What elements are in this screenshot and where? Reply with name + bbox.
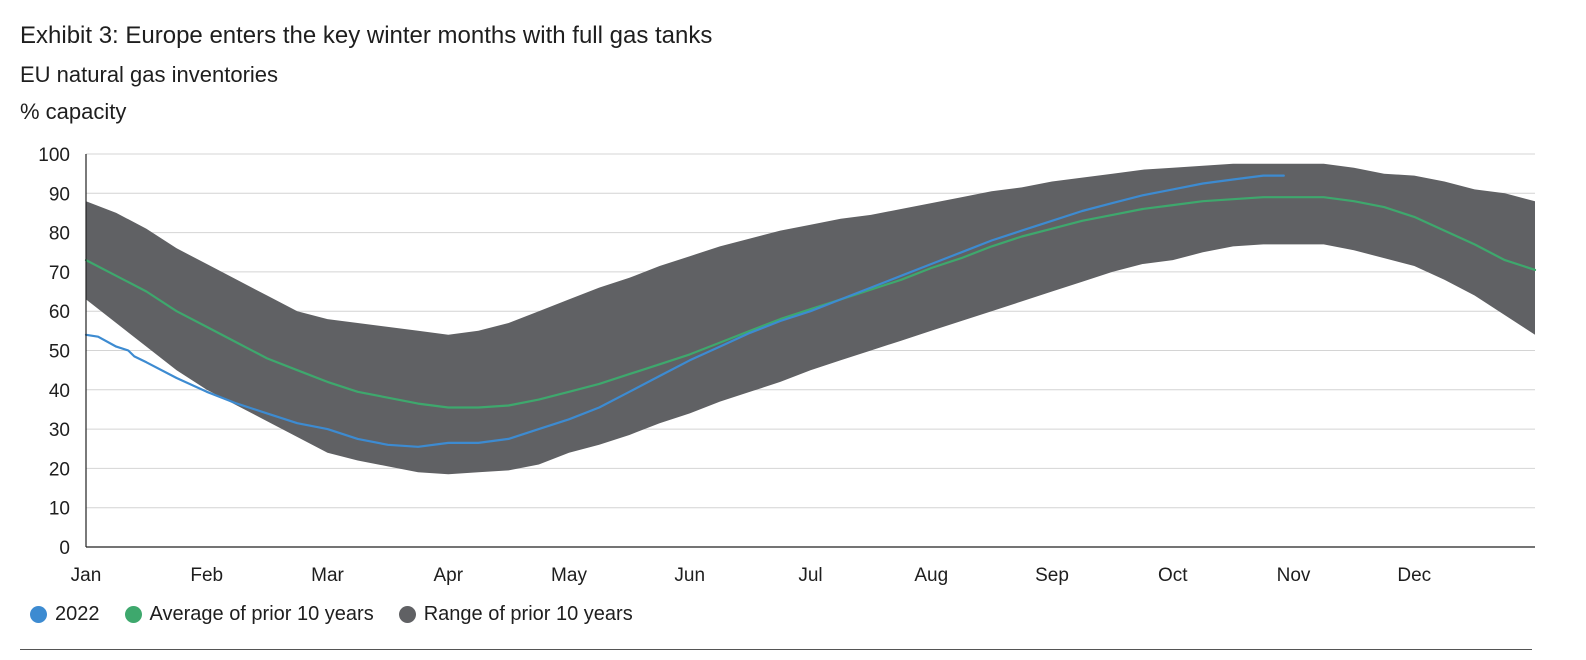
y-tick-label-80: 80 [49, 224, 70, 245]
series-line-2022 [84, 174, 1285, 448]
legend-swatch-2022 [30, 605, 47, 623]
y-tick-label-30: 30 [49, 420, 70, 441]
legend-label-average: Average of prior 10 years [149, 603, 374, 625]
y-tick-label-50: 50 [49, 342, 70, 363]
x-tick-labels: Jan Feb Mar Apr May Jun Jul Aug Sep Oct Nov Dec [71, 565, 1431, 586]
x-tick-label-mar: Mar [311, 565, 344, 586]
y-axis-unit-label: % capacity [20, 99, 127, 124]
x-tick-label-aug: Aug [914, 565, 948, 586]
series-line-average [84, 196, 1537, 409]
y-tick-label-100: 100 [38, 145, 70, 166]
legend-label-range: Range of prior 10 years [423, 603, 633, 625]
y-tick-label-20: 20 [49, 459, 70, 480]
y-tick-labels: 0 10 20 30 40 50 60 70 80 90 100 [38, 145, 70, 559]
legend-swatch-range [398, 605, 416, 623]
legend-item-range: Range of prior 10 years [398, 599, 633, 629]
y-tick-label-60: 60 [49, 302, 70, 323]
legend-item-average: Average of prior 10 years [124, 599, 374, 629]
y-tick-label-40: 40 [49, 381, 70, 402]
x-tick-label-sep: Sep [1035, 565, 1069, 586]
range-band [86, 163, 1535, 475]
axes [85, 154, 1535, 548]
x-tick-label-may: May [551, 565, 587, 586]
y-tick-label-0: 0 [59, 538, 70, 559]
x-tick-label-jan: Jan [71, 565, 102, 586]
x-tick-label-nov: Nov [1277, 565, 1311, 586]
legend-swatch-average [124, 605, 142, 623]
chart-subtitle: EU natural gas inventories [20, 62, 279, 87]
x-tick-label-feb: Feb [190, 565, 223, 586]
range-band-area [86, 163, 1535, 475]
x-tick-label-apr: Apr [433, 565, 463, 586]
x-tick-label-jun: Jun [674, 565, 705, 586]
legend-item-2022: 2022 [30, 599, 100, 629]
y-tick-label-10: 10 [49, 499, 70, 520]
x-tick-label-jul: Jul [798, 565, 822, 586]
chart-title: Exhibit 3: Europe enters the key winter … [20, 22, 713, 49]
bottom-rule [20, 649, 1532, 650]
legend: 2022 Average of prior 10 years Range of … [30, 599, 658, 629]
y-tick-label-90: 90 [49, 184, 70, 205]
y-tick-label-70: 70 [49, 263, 70, 284]
legend-label-2022: 2022 [55, 603, 100, 625]
series-lines [84, 174, 1537, 448]
gas-inventories-chart: 0 10 20 30 40 50 60 70 80 90 100 Jan Feb Mar Apr May Ju… [38, 145, 1537, 586]
x-tick-label-oct: Oct [1158, 565, 1188, 586]
x-tick-label-dec: Dec [1397, 565, 1431, 586]
